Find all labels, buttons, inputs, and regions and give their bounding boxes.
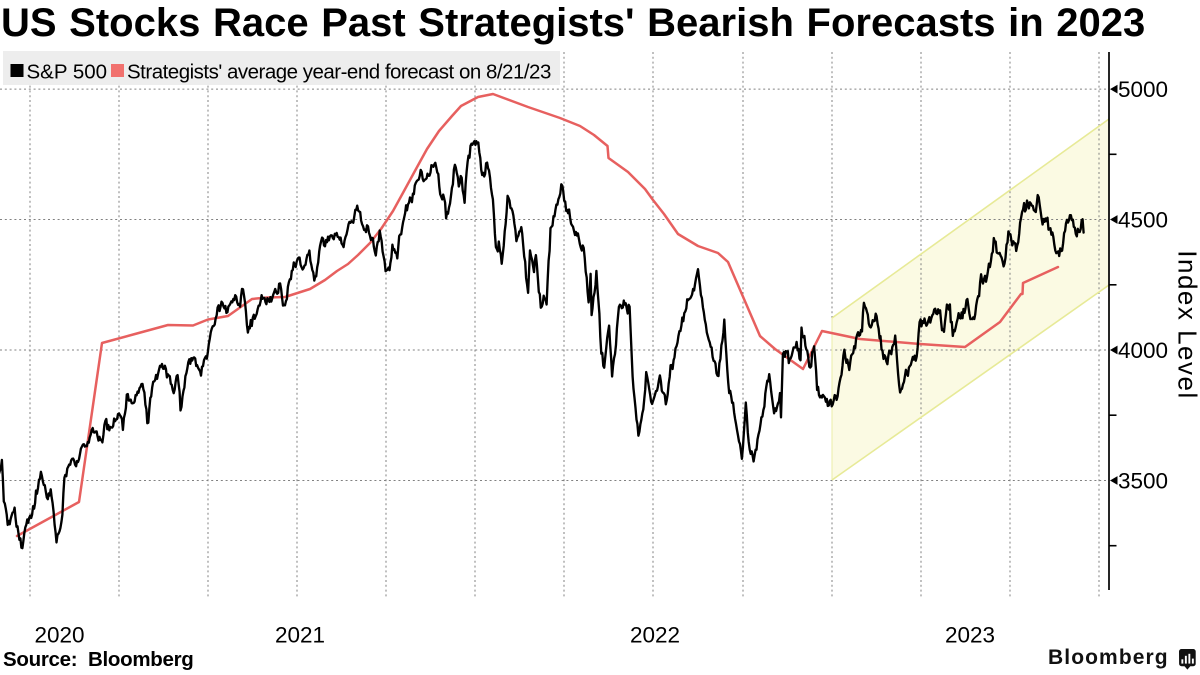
svg-text:4500: 4500 xyxy=(1118,207,1168,232)
svg-text:S&P 500: S&P 500 xyxy=(27,61,108,84)
svg-text:3500: 3500 xyxy=(1118,468,1168,493)
svg-text:2023: 2023 xyxy=(945,623,995,648)
svg-text:5000: 5000 xyxy=(1118,77,1168,102)
svg-text:Index Level: Index Level xyxy=(1173,250,1200,399)
svg-text:Strategists' average year-end: Strategists' average year-end forecast o… xyxy=(127,61,551,84)
svg-text:2022: 2022 xyxy=(630,623,680,648)
svg-text:2020: 2020 xyxy=(34,623,84,648)
svg-text:4000: 4000 xyxy=(1118,338,1168,363)
svg-text:2021: 2021 xyxy=(275,623,325,648)
